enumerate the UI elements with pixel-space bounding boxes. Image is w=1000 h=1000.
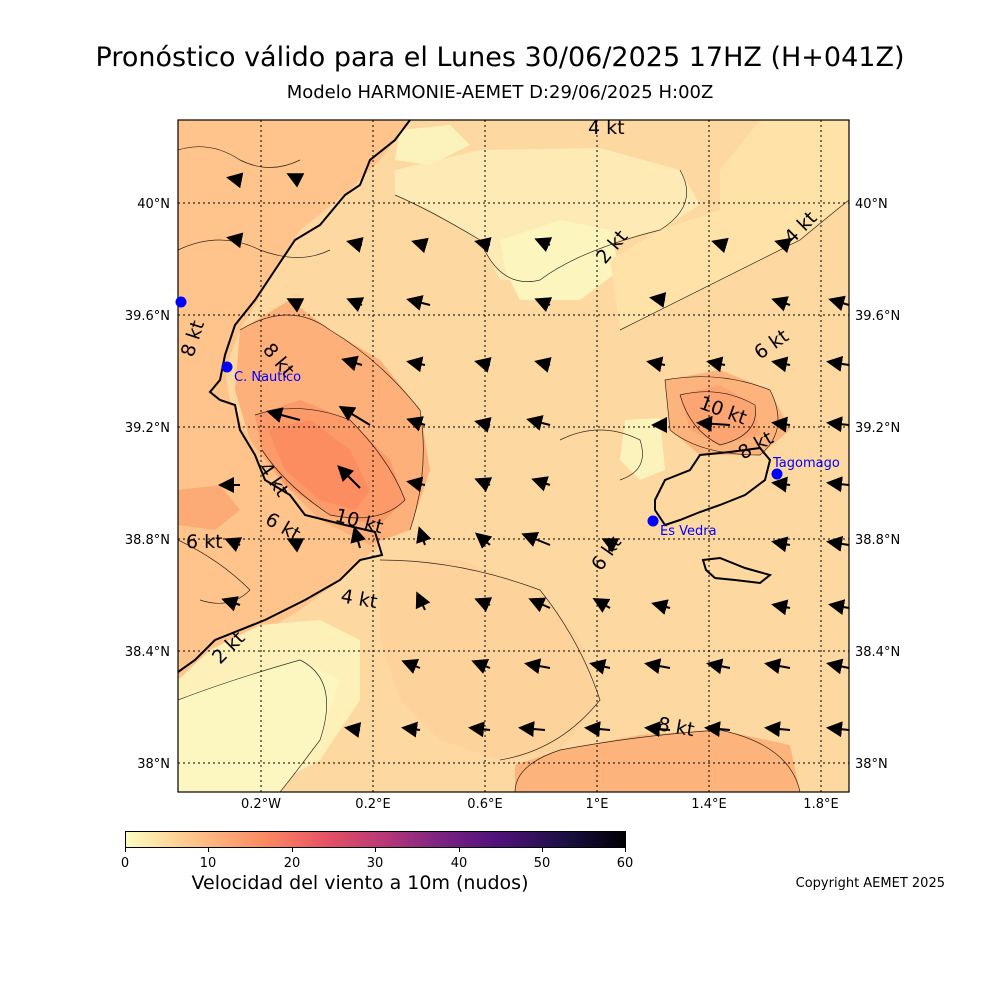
colorbar-tick-label: 30 xyxy=(366,856,384,871)
colorbar-tickmark xyxy=(542,848,543,852)
place-label-c-nautico: C. Nautico xyxy=(234,370,301,385)
lat-label: 38.4°N xyxy=(855,645,900,660)
colorbar-tick-label: 10 xyxy=(199,856,217,871)
lat-labels-right: 40°N 39.6°N 39.2°N 38.8°N 38.4°N 38°N xyxy=(855,197,900,772)
graticule xyxy=(178,120,849,792)
colorbar-tickmark xyxy=(375,848,376,852)
map-frame xyxy=(177,119,850,793)
lat-label: 39.6°N xyxy=(855,309,900,324)
place-marker xyxy=(175,296,187,308)
place-marker xyxy=(221,361,233,373)
lat-label: 38.4°N xyxy=(125,645,170,660)
colorbar-tickmark xyxy=(125,848,126,852)
contour-label: 4 kt xyxy=(588,117,625,139)
place-label-es-vedra: Es Vedra xyxy=(660,524,717,539)
lon-label: 1.8°E xyxy=(803,797,838,812)
colorbar-tickmark xyxy=(208,848,209,852)
place-marker xyxy=(647,515,659,527)
lat-label: 39.6°N xyxy=(125,309,170,324)
colorbar-tick-label: 60 xyxy=(616,856,634,871)
contour-label: 6 kt xyxy=(186,531,223,553)
colorbar-tick-label: 40 xyxy=(450,856,468,871)
model-subtitle: Modelo HARMONIE-AEMET D:29/06/2025 H:00Z xyxy=(286,82,714,103)
wind-speed-field xyxy=(178,120,849,792)
place-markers: C. Nautico Tagomago Es Vedra xyxy=(175,296,840,539)
copyright-text: Copyright AEMET 2025 xyxy=(795,876,945,891)
colorbar-tick-label: 0 xyxy=(120,856,130,871)
lat-label: 38.8°N xyxy=(855,533,900,548)
colorbar-tickmark xyxy=(292,848,293,852)
lon-label: 0.2°W xyxy=(241,797,281,812)
colorbar-tickmark xyxy=(625,848,626,852)
forecast-title: Pronóstico válido para el Lunes 30/06/20… xyxy=(95,42,905,73)
lon-label: 1°E xyxy=(586,797,609,812)
lat-label: 38°N xyxy=(137,757,170,772)
lon-label: 0.6°E xyxy=(467,797,502,812)
place-label-tagomago: Tagomago xyxy=(772,456,840,471)
colorbar-tick-label: 20 xyxy=(283,856,301,871)
lon-label: 1.4°E xyxy=(691,797,726,812)
lat-label: 39.2°N xyxy=(855,421,900,436)
place-marker xyxy=(771,468,783,480)
lat-label: 38.8°N xyxy=(125,533,170,548)
lat-label: 38°N xyxy=(855,757,888,772)
colorbar xyxy=(125,831,626,848)
lat-label: 40°N xyxy=(137,197,170,212)
colorbar-tick-label: 50 xyxy=(533,856,551,871)
colorbar-tickmark xyxy=(459,848,460,852)
lat-labels-left: 40°N 39.6°N 39.2°N 38.8°N 38.4°N 38°N xyxy=(125,197,170,772)
wind-vectors xyxy=(218,172,850,738)
lon-labels: 0.2°W 0.2°E 0.6°E 1°E 1.4°E 1.8°E xyxy=(241,797,839,812)
lat-label: 40°N xyxy=(855,197,888,212)
lon-label: 0.2°E xyxy=(355,797,390,812)
lat-label: 39.2°N xyxy=(125,421,170,436)
colorbar-label: Velocidad del viento a 10m (nudos) xyxy=(191,872,529,894)
